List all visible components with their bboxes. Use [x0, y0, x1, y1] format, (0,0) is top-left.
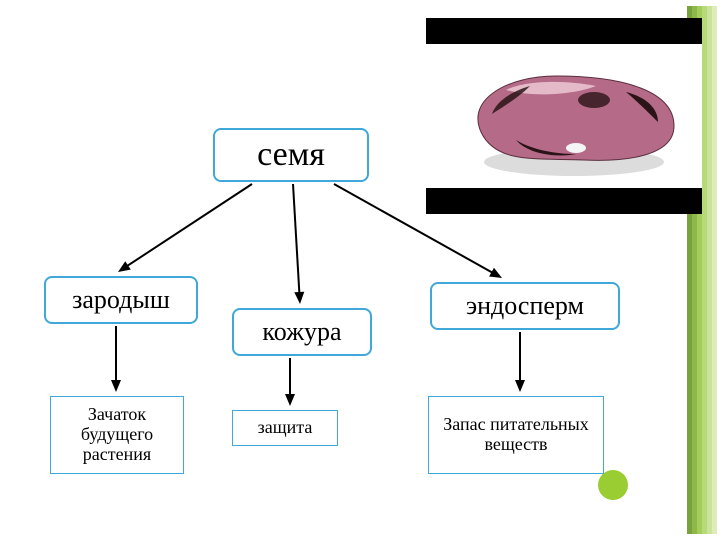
desc-node-label: защита — [258, 418, 313, 438]
desc-node-label: Запас питательных веществ — [429, 415, 603, 455]
child-node-label: кожура — [262, 318, 341, 347]
bean-icon — [426, 44, 702, 188]
accent-dot — [598, 470, 628, 500]
bean-image — [426, 44, 702, 188]
desc-node-seedcoat: защита — [232, 410, 338, 446]
child-node-label: зародыш — [72, 286, 170, 315]
child-node-seedcoat: кожура — [232, 308, 372, 356]
root-node-label: семя — [257, 136, 325, 173]
desc-node-endosperm: Запас питательных веществ — [428, 396, 604, 474]
slide: { "decor":{ "stripe_colors":["#7aa23a","… — [0, 0, 720, 540]
desc-node-embryo: Зачаток будущего растения — [50, 396, 184, 474]
desc-node-label: Зачаток будущего растения — [51, 405, 183, 464]
child-node-embryo: зародыш — [44, 276, 198, 324]
root-node: семя — [213, 128, 369, 182]
child-node-endosperm: эндосперм — [430, 282, 620, 330]
child-node-label: эндосперм — [466, 292, 584, 321]
